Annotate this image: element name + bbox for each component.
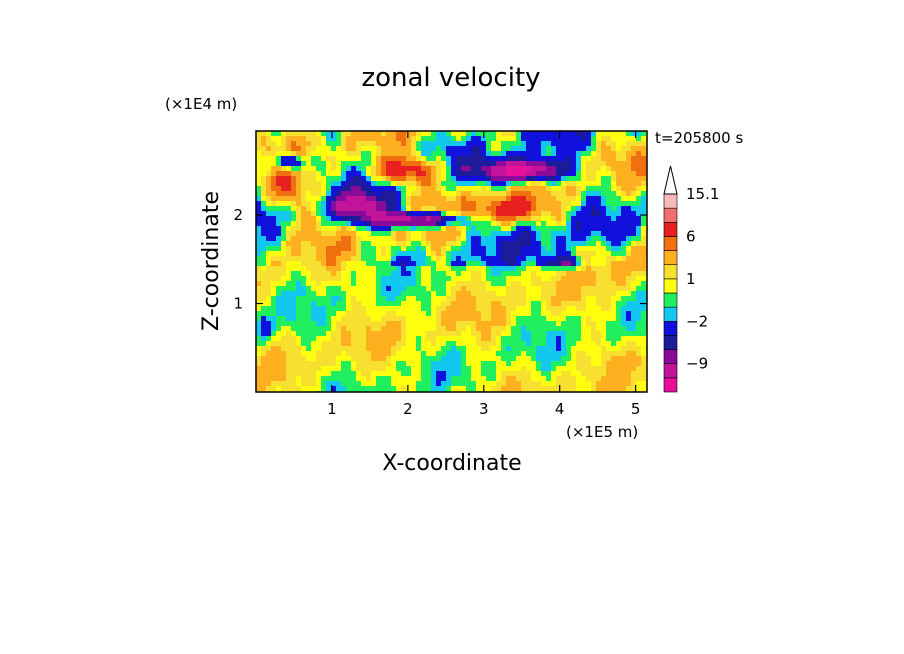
- x-tick-label: 1: [327, 400, 337, 418]
- colorbar-swatch: [663, 363, 678, 379]
- contour-field: [256, 131, 647, 392]
- time-label: t=205800 s: [655, 129, 743, 147]
- colorbar-swatch: [663, 207, 678, 223]
- x-tick-label: 2: [403, 400, 413, 418]
- colorbar-swatch: [663, 377, 678, 393]
- y-axis-label: Z-coordinate: [199, 191, 224, 331]
- colorbar-swatch: [663, 221, 678, 237]
- colorbar: 15.1 6 1 −2 −9: [663, 165, 719, 393]
- x-tick-label: 5: [631, 400, 641, 418]
- x-axis-label: X-coordinate: [382, 451, 521, 476]
- colorbar-swatch: [663, 278, 678, 294]
- colorbar-tick-label: −2: [686, 312, 708, 330]
- y-tick-label: 2: [233, 206, 243, 224]
- colorbar-extend-arrow: [663, 165, 678, 195]
- y-scale-label: (×1E4 m): [165, 95, 237, 113]
- colorbar-tick-label: 1: [686, 270, 696, 288]
- y-tick-label: 1: [233, 295, 243, 313]
- colorbar-swatch: [663, 193, 678, 209]
- x-axis: 1 2 3 4 5: [327, 131, 640, 418]
- colorbar-swatch: [663, 335, 678, 350]
- colorbar-tick-label: 15.1: [686, 185, 719, 203]
- colorbar-tick-label: 6: [686, 227, 696, 245]
- plot-frame: [255, 130, 648, 393]
- x-tick-label: 3: [479, 400, 489, 418]
- colorbar-swatch: [663, 250, 678, 266]
- colorbar-swatch: [663, 320, 678, 336]
- colorbar-swatch: [663, 349, 678, 365]
- chart-title: zonal velocity: [361, 63, 540, 93]
- colorbar-swatch: [663, 306, 678, 322]
- colorbar-swatch: [663, 292, 678, 308]
- x-tick-label: 4: [555, 400, 565, 418]
- colorbar-swatch: [663, 264, 678, 280]
- colorbar-swatch: [663, 236, 678, 251]
- x-scale-label: (×1E5 m): [566, 423, 638, 441]
- colorbar-tick-label: −9: [686, 355, 708, 373]
- y-axis: 12: [233, 206, 647, 313]
